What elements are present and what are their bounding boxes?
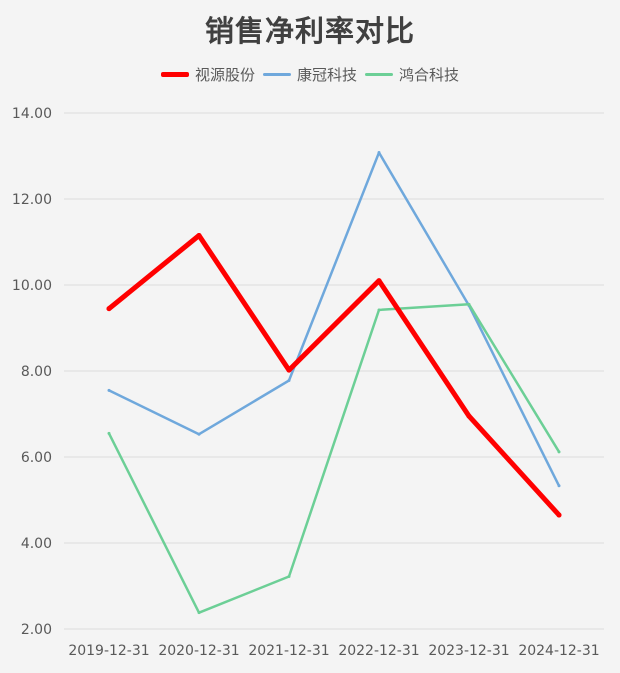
chart-title: 销售净利率对比 bbox=[204, 14, 415, 48]
legend-item-series-0: 视源股份 bbox=[160, 64, 255, 85]
data-point-series-1-2 bbox=[287, 378, 291, 382]
x-tick-label-3: 2022-12-31 bbox=[338, 643, 419, 659]
legend-label-series-1: 康冠科技 bbox=[296, 66, 357, 84]
data-point-series-2-3 bbox=[377, 308, 381, 312]
series-line-0 bbox=[106, 233, 562, 518]
y-tick-label-2: 6.00 bbox=[21, 450, 52, 466]
data-point-series-2-2 bbox=[287, 575, 291, 579]
series-line-2 bbox=[107, 303, 561, 614]
legend-swatch-series-2 bbox=[365, 73, 393, 76]
data-point-series-0-1 bbox=[196, 233, 202, 239]
y-tick-label-5: 12.00 bbox=[12, 192, 52, 208]
data-point-series-2-1 bbox=[197, 611, 201, 615]
series-line-1 bbox=[107, 151, 561, 488]
legend-label-series-0: 视源股份 bbox=[194, 66, 255, 84]
x-tick-label-2: 2021-12-31 bbox=[248, 643, 329, 659]
data-point-series-1-1 bbox=[197, 432, 201, 436]
data-point-series-2-5 bbox=[557, 450, 561, 454]
y-tick-label-0: 2.00 bbox=[21, 622, 52, 638]
x-tick-label-4: 2023-12-31 bbox=[428, 643, 509, 659]
data-point-series-2-0 bbox=[107, 431, 111, 435]
legend: 视源股份 康冠科技 鸿合科技 bbox=[0, 64, 620, 85]
data-point-series-0-5 bbox=[556, 512, 562, 518]
x-tick-label-5: 2024-12-31 bbox=[518, 643, 599, 659]
y-tick-label-4: 10.00 bbox=[12, 278, 52, 294]
data-point-series-0-4 bbox=[466, 413, 472, 419]
data-point-series-0-3 bbox=[376, 278, 382, 284]
legend-swatch-series-1 bbox=[262, 73, 291, 76]
data-point-series-1-5 bbox=[557, 484, 561, 488]
y-tick-label-6: 14.00 bbox=[12, 106, 52, 122]
x-tick-label-0: 2019-12-31 bbox=[68, 643, 149, 659]
legend-swatch-series-0 bbox=[160, 72, 189, 77]
data-point-series-1-0 bbox=[107, 388, 111, 392]
data-point-series-0-2 bbox=[286, 367, 292, 373]
legend-label-series-2: 鸿合科技 bbox=[399, 66, 460, 84]
legend-item-series-2: 鸿合科技 bbox=[365, 64, 459, 85]
legend-item-series-1: 康冠科技 bbox=[262, 64, 357, 85]
data-point-series-2-4 bbox=[467, 302, 471, 306]
data-point-series-0-0 bbox=[106, 306, 112, 312]
data-point-series-1-3 bbox=[377, 151, 381, 155]
y-tick-label-1: 4.00 bbox=[21, 536, 52, 552]
x-tick-label-1: 2020-12-31 bbox=[158, 643, 239, 659]
y-tick-label-3: 8.00 bbox=[21, 364, 52, 380]
